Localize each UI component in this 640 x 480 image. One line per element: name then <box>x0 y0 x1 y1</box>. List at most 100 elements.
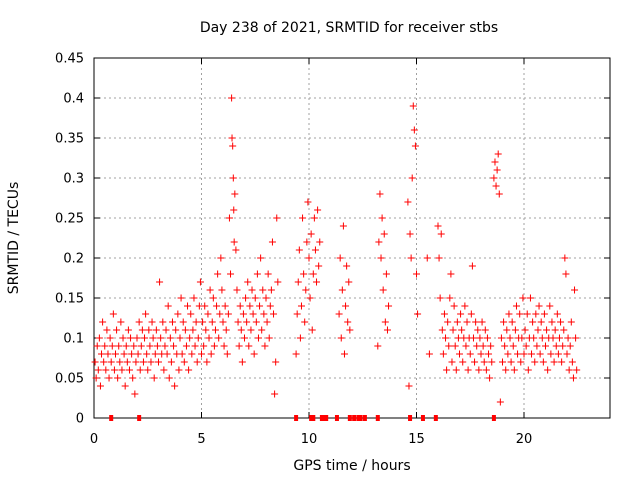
data-point <box>163 350 171 358</box>
data-point <box>179 318 187 326</box>
data-point <box>406 230 414 238</box>
data-point <box>478 318 486 326</box>
data-point <box>293 310 301 318</box>
zero-value-marker <box>433 415 438 421</box>
data-point <box>516 310 524 318</box>
data-point <box>530 334 538 342</box>
data-point <box>514 350 522 358</box>
data-point <box>207 350 215 358</box>
y-tick-label: 0.15 <box>55 292 84 307</box>
zero-value-marker <box>319 415 324 421</box>
data-point <box>247 326 255 334</box>
data-point <box>382 270 390 278</box>
data-point <box>404 198 412 206</box>
data-point <box>299 214 307 222</box>
data-point <box>146 342 154 350</box>
zero-value-marker <box>362 415 367 421</box>
data-point <box>236 302 244 310</box>
data-point <box>521 326 529 334</box>
data-point <box>123 358 131 366</box>
data-point <box>537 318 545 326</box>
data-point <box>565 366 573 374</box>
data-point <box>458 326 466 334</box>
data-point <box>561 254 569 262</box>
data-point <box>159 318 167 326</box>
data-point <box>500 318 508 326</box>
data-point <box>219 318 227 326</box>
data-point <box>216 310 224 318</box>
data-point <box>177 294 185 302</box>
data-point <box>550 358 558 366</box>
data-point <box>106 334 114 342</box>
data-point <box>174 310 182 318</box>
data-point <box>300 270 308 278</box>
data-point <box>546 302 554 310</box>
data-point <box>539 358 547 366</box>
data-point <box>120 350 128 358</box>
data-point <box>256 302 264 310</box>
data-point <box>138 326 146 334</box>
zero-value-marker <box>311 415 316 421</box>
data-point <box>532 310 540 318</box>
data-point <box>339 222 347 230</box>
data-point <box>543 326 551 334</box>
data-point <box>474 326 482 334</box>
data-point <box>495 190 503 198</box>
data-point <box>540 310 548 318</box>
data-point <box>199 318 207 326</box>
data-point <box>121 382 129 390</box>
data-point <box>374 342 382 350</box>
data-point <box>186 334 194 342</box>
data-point <box>92 374 100 382</box>
data-point <box>137 342 145 350</box>
data-point <box>202 326 210 334</box>
data-point <box>471 358 479 366</box>
data-point <box>93 342 101 350</box>
data-point <box>305 254 313 262</box>
zero-value-marker <box>322 415 327 421</box>
data-point <box>558 358 566 366</box>
data-point <box>475 366 483 374</box>
data-point <box>445 342 453 350</box>
data-point <box>476 334 484 342</box>
zero-value-marker <box>109 415 114 421</box>
data-point <box>273 214 281 222</box>
data-point <box>538 334 546 342</box>
x-tick-label: 5 <box>197 432 205 447</box>
data-point <box>254 334 262 342</box>
data-point <box>223 350 231 358</box>
data-point <box>262 294 270 302</box>
data-point <box>239 310 247 318</box>
data-point <box>337 334 345 342</box>
zero-value-marker <box>491 415 496 421</box>
data-point <box>315 262 323 270</box>
data-point <box>452 366 460 374</box>
data-point <box>153 342 161 350</box>
data-point <box>161 342 169 350</box>
data-point <box>241 334 248 342</box>
data-point <box>436 294 444 302</box>
data-point <box>172 326 180 334</box>
data-point <box>423 254 431 262</box>
x-tick-label: 0 <box>90 432 98 447</box>
data-point <box>449 326 457 334</box>
data-point <box>302 286 310 294</box>
data-point <box>463 318 471 326</box>
data-point <box>533 342 541 350</box>
data-point <box>544 366 552 374</box>
x-tick-label: 10 <box>301 432 318 447</box>
data-point <box>181 326 189 334</box>
data-point <box>479 342 487 350</box>
data-point <box>505 310 513 318</box>
data-point <box>257 254 265 262</box>
data-point <box>227 270 235 278</box>
zero-value-marker <box>358 415 363 421</box>
data-point <box>176 334 184 342</box>
data-point <box>217 254 225 262</box>
data-point <box>379 286 387 294</box>
data-point <box>501 342 509 350</box>
data-point <box>456 350 463 358</box>
data-point <box>511 326 519 334</box>
data-point <box>549 334 557 342</box>
data-point <box>434 222 442 230</box>
